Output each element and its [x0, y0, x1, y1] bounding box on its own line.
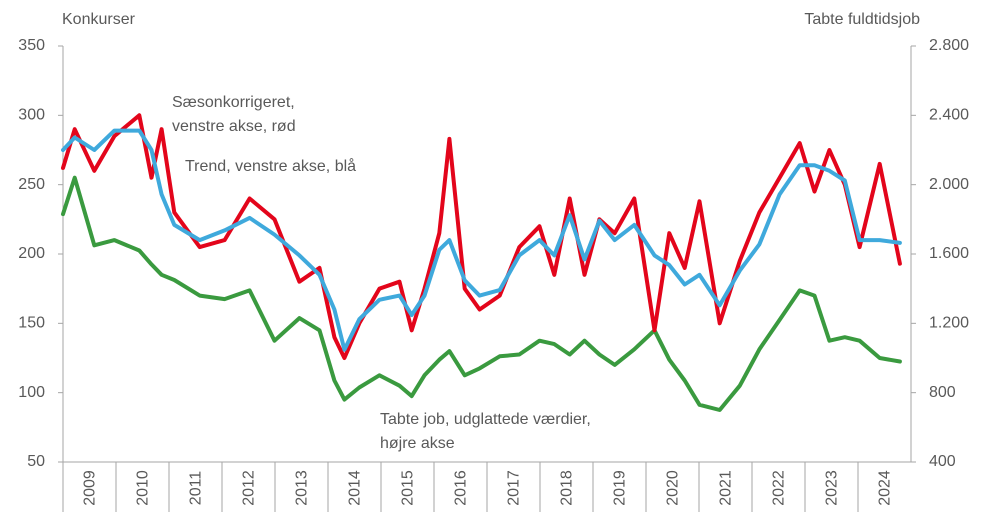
x-tick-label: 2024 — [877, 470, 894, 506]
y-tick-label: 50 — [27, 453, 45, 470]
series-line — [61, 113, 902, 360]
y2-tick-label: 2.000 — [929, 176, 969, 193]
x-tick-label: 2016 — [453, 470, 470, 506]
series-line — [61, 175, 902, 412]
y-tick-label: 250 — [18, 176, 45, 193]
y2-axis-label: Tabte fuldtidsjob — [804, 11, 920, 28]
annotation: Sæsonkorrigeret, — [172, 94, 295, 111]
y2-tick-label: 2.800 — [929, 37, 969, 54]
annotation: Trend, venstre akse, blå — [185, 157, 356, 175]
x-tick-label: 2011 — [188, 471, 205, 506]
x-tick-label: 2013 — [294, 470, 311, 506]
series-line — [61, 128, 902, 352]
y2-tick-label: 1.600 — [929, 245, 969, 262]
y-tick-label: 200 — [18, 245, 45, 262]
x-tick-label: 2015 — [400, 470, 417, 506]
x-tick-label: 2020 — [665, 470, 682, 506]
x-tick-label: 2014 — [347, 470, 364, 506]
annotation: højre akse — [380, 435, 455, 452]
x-tick-label: 2009 — [82, 470, 99, 506]
y-tick-label: 100 — [18, 384, 45, 401]
annotation: Tabte job, udglattede værdier, — [380, 411, 591, 428]
y2-tick-label: 2.400 — [929, 107, 969, 124]
x-tick-label: 2017 — [506, 470, 523, 506]
annotation: venstre akse, rød — [172, 118, 296, 135]
y-tick-label: 300 — [18, 107, 45, 124]
y-tick-label: 350 — [18, 37, 45, 54]
x-tick-label: 2023 — [824, 470, 841, 506]
y-tick-label: 150 — [18, 315, 45, 332]
x-tick-label: 2012 — [241, 470, 258, 506]
y2-tick-label: 1.200 — [929, 315, 969, 332]
x-tick-label: 2010 — [135, 470, 152, 506]
x-tick-label: 2019 — [612, 470, 629, 506]
x-tick-label: 2018 — [559, 470, 576, 506]
y-axis-label: Konkurser — [62, 11, 136, 28]
y2-tick-label: 800 — [929, 384, 956, 401]
x-tick-label: 2022 — [771, 470, 788, 506]
x-tick-label: 2021 — [718, 470, 735, 506]
y2-tick-label: 400 — [929, 453, 956, 470]
